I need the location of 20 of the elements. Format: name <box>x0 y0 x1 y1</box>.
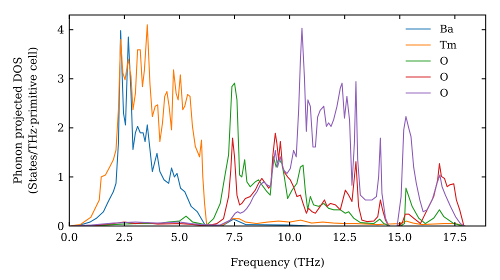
y-tick-label: 1 <box>57 170 64 184</box>
x-tick-label: 12.5 <box>332 231 357 244</box>
x-tick-label: 15.0 <box>388 231 412 244</box>
x-tick-label: 7.5 <box>226 231 244 244</box>
y-tick-label: 2 <box>57 122 64 135</box>
legend-label: O <box>440 56 449 68</box>
x-tick-label: 0.0 <box>60 231 78 244</box>
legend-label: Tm <box>440 40 457 52</box>
x-tick-label: 2.5 <box>116 231 134 244</box>
y-tick-label: 0 <box>57 220 64 233</box>
y-tick-label: 3 <box>57 72 64 86</box>
x-tick-label: 17.5 <box>442 231 468 244</box>
legend-label: Ba <box>440 24 454 36</box>
y-axis-title: Phonon projected DOS (States/THz·primitive cell) <box>11 46 40 194</box>
legend-label: O <box>440 88 449 100</box>
legend-label: O <box>440 72 449 84</box>
y-tick-label: 4 <box>57 24 64 37</box>
x-axis-title: Frequency (THz) <box>230 256 325 269</box>
x-tick-label: 5.0 <box>170 231 188 244</box>
x-tick-label: 10.0 <box>277 231 302 244</box>
